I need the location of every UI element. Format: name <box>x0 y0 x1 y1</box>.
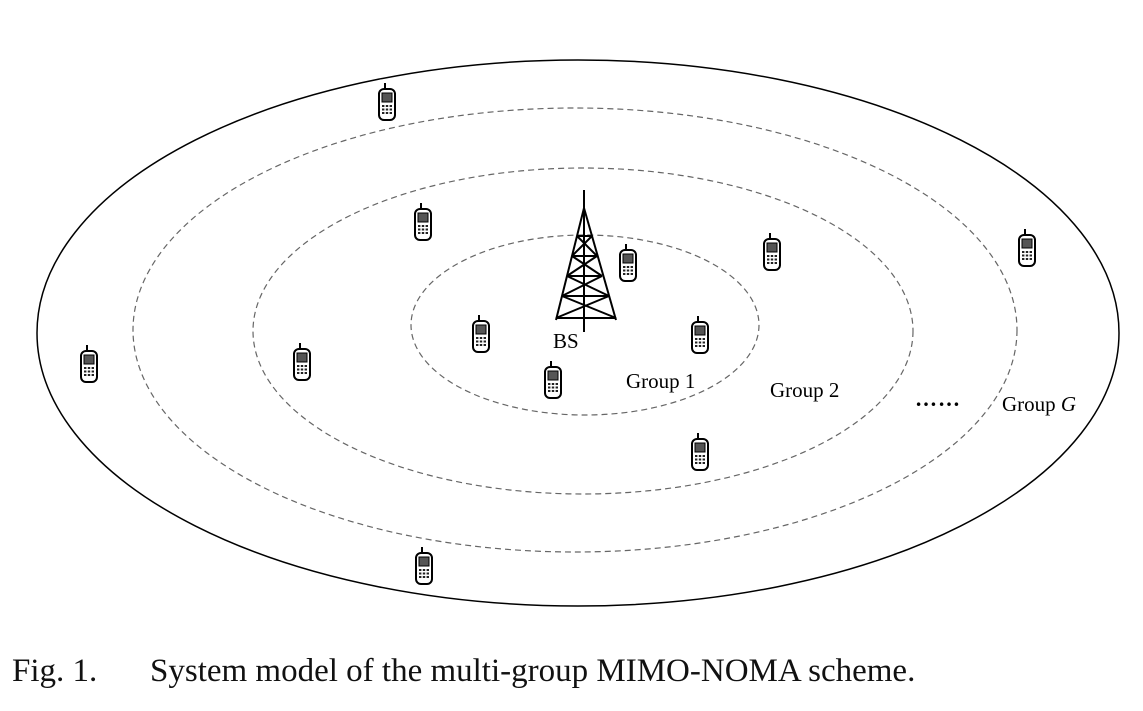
group-g-label: Group G <box>1002 392 1076 416</box>
group-1-label: Group 1 <box>626 369 695 393</box>
cell-boundary <box>36 59 1120 607</box>
figure-number: Fig. 1. <box>12 653 98 689</box>
base-station-label: BS <box>553 329 579 353</box>
group-1-ring <box>410 234 760 416</box>
caption-text: System model of the multi-group MIMO-NOM… <box>150 653 916 689</box>
group-ring-outer <box>132 107 1018 553</box>
mobile-phone-icon <box>414 202 432 241</box>
group-g-prefix: Group <box>1002 392 1061 416</box>
mobile-phone-icon <box>80 344 98 383</box>
mobile-phone-icon <box>1018 228 1036 267</box>
mobile-phone-icon <box>415 546 433 585</box>
mobile-phone-icon <box>691 432 709 471</box>
mobile-phone-icon <box>691 315 709 354</box>
mobile-phone-icon <box>763 232 781 271</box>
mobile-phone-icon <box>472 314 490 353</box>
mobile-phone-icon <box>619 243 637 282</box>
figure-caption: Fig. 1. System model of the multi-group M… <box>12 653 915 690</box>
mobile-phone-icon <box>293 342 311 381</box>
system-model-diagram: BS Group 1 Group 2 …… Group G <box>36 59 1120 607</box>
mobile-phone-icon <box>378 82 396 121</box>
antenna-tower-icon <box>555 190 617 332</box>
ellipsis: …… <box>915 386 961 411</box>
mobile-phone-icon <box>544 360 562 399</box>
group-g-symbol: G <box>1061 392 1076 416</box>
group-2-ring <box>252 167 914 495</box>
group-2-label: Group 2 <box>770 378 839 402</box>
